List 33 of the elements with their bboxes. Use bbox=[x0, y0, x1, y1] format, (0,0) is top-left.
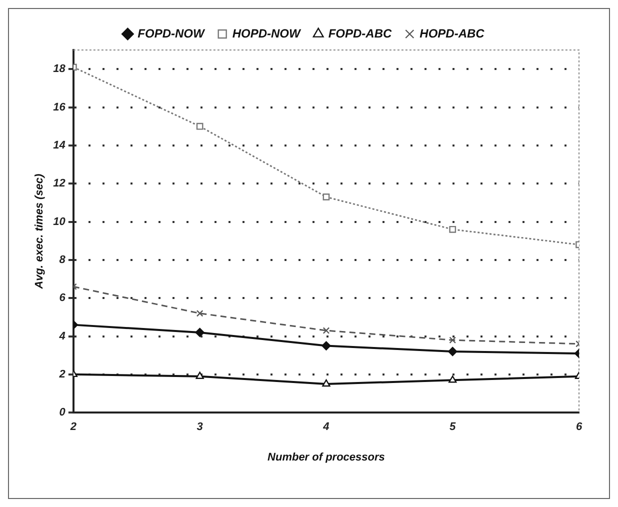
y-axis-title: Avg. exec. times (sec) bbox=[34, 173, 46, 290]
point bbox=[196, 310, 204, 317]
point bbox=[322, 327, 330, 334]
y-tick-label: 8 bbox=[59, 254, 66, 266]
point bbox=[448, 346, 458, 356]
y-tick-label: 10 bbox=[53, 216, 66, 228]
y-tick-label: 12 bbox=[53, 178, 66, 190]
x-tick-label: 5 bbox=[450, 421, 457, 434]
x-tick-label: 6 bbox=[576, 421, 583, 434]
point bbox=[449, 226, 456, 233]
legend-label: FOPD-NOW bbox=[138, 26, 206, 40]
y-tick-label: 6 bbox=[59, 292, 66, 304]
point bbox=[322, 341, 331, 350]
x-tick-label: 3 bbox=[196, 421, 203, 434]
legend-label: HOPD-NOW bbox=[232, 26, 302, 40]
point bbox=[195, 328, 204, 338]
legend-label: HOPD-ABC bbox=[420, 26, 485, 40]
y-tick-label: 2 bbox=[58, 368, 66, 380]
y-tick-label: 18 bbox=[53, 63, 66, 76]
point bbox=[322, 379, 330, 387]
y-tick-label: 0 bbox=[59, 406, 66, 419]
point bbox=[448, 376, 457, 383]
y-tick-label: 16 bbox=[53, 101, 66, 114]
y-tick-label: 14 bbox=[53, 139, 66, 152]
point bbox=[449, 336, 456, 344]
point bbox=[196, 122, 204, 130]
point bbox=[196, 372, 204, 379]
legend-label: FOPD-ABC bbox=[328, 26, 392, 40]
point bbox=[322, 194, 330, 200]
x-axis-title: Number of processors bbox=[268, 451, 385, 464]
y-tick-label: 4 bbox=[58, 330, 66, 342]
x-tick-label: 2 bbox=[69, 421, 76, 434]
x-tick-label: 4 bbox=[322, 421, 330, 434]
